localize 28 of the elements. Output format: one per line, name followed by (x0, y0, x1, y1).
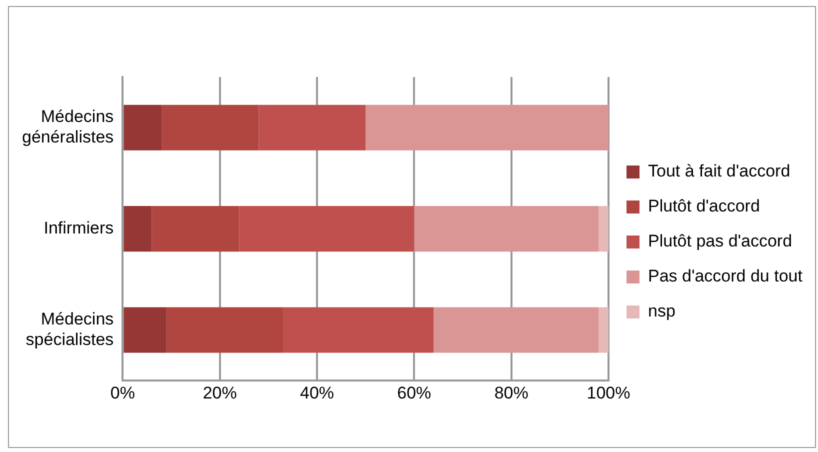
x-tick-label: 0% (110, 383, 135, 402)
y-tick-label: Médecins spécialistes (26, 309, 114, 349)
bar (282, 307, 434, 353)
bar (124, 104, 162, 150)
legend-label: nsp (648, 302, 676, 321)
bar (239, 206, 414, 252)
legend-label: Plutôt d'accord (648, 196, 760, 216)
bar (162, 104, 259, 150)
bar (258, 104, 366, 150)
y-tick-label: Infirmiers (44, 218, 114, 238)
legend-label: Tout à fait d'accord (648, 162, 790, 181)
y-tick-label: Médecins généralistes (22, 107, 114, 146)
bar (598, 307, 608, 353)
legend-label: Pas d'accord du tout (648, 266, 803, 286)
bar (152, 206, 240, 252)
bar (124, 307, 166, 353)
x-tick-label: 100% (586, 383, 630, 402)
x-tick-label: 80% (494, 383, 528, 402)
x-tick-label: 20% (202, 383, 237, 402)
legend-label: Plutôt pas d'accord (648, 232, 792, 251)
bar (166, 307, 283, 353)
bar (366, 104, 608, 150)
bar (124, 206, 152, 252)
x-tick-label: 60% (397, 383, 432, 402)
bar (434, 307, 599, 353)
x-tick-label: 40% (300, 383, 334, 402)
bar (414, 206, 599, 252)
bar (598, 206, 608, 252)
